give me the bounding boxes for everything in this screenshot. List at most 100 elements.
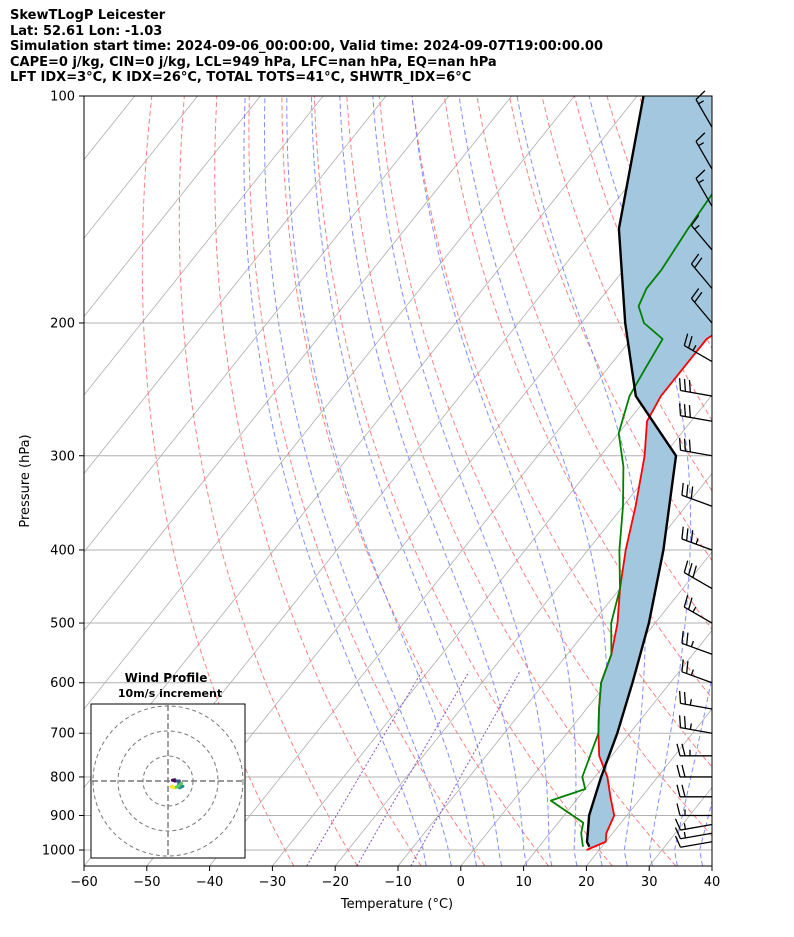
x-tick-label: −50 [133,875,160,890]
wind-barb [676,803,712,817]
wind-barb [678,403,713,422]
wind-barb-flag [690,215,700,226]
wind-barb-half-flag [692,345,697,351]
x-tick-label: −30 [259,875,286,890]
wind-barb-staff [690,263,713,289]
wind-barb-flag [695,169,706,179]
wind-barb-flag [683,594,689,608]
wind-barb-flag [683,560,689,573]
wind-barb-half-flag [689,723,693,730]
isotherm-line [0,96,72,866]
moist-adiabat-line [458,96,609,866]
moist-adiabat-line [286,96,477,866]
dry-adiabat-line [443,96,712,700]
inset-rings [92,705,244,857]
wind-barb [690,253,713,289]
wind-barb-flag [683,691,687,705]
moist-adiabat-line [311,96,503,866]
wind-barb-staff [680,449,713,457]
y-tick-label: 400 [50,543,75,558]
wind-barb-staff [681,538,713,551]
wind-barb-flag [681,764,686,778]
wind-barb-flag [683,404,687,417]
wind-barb [681,482,713,507]
y-tick-label: 600 [50,676,75,691]
moist-adiabat-line [699,799,712,866]
wind-barb-staff [681,494,713,507]
dry-adiabat-line [346,96,677,866]
wind-barb [678,691,713,710]
x-tick-label: −10 [384,875,411,890]
parcel-line [585,96,678,848]
wind-barb [674,818,713,831]
wind-barb-flag [687,335,693,349]
inset-title: Wind Profile [125,671,208,685]
y-axis-label: Pressure (hPa) [18,434,33,527]
wind-barb [683,333,713,363]
y-tick-label: 100 [50,90,75,105]
wind-barb-staff [683,344,713,363]
x-axis-label: Temperature (°C) [340,897,453,912]
x-tick-label: 40 [704,875,721,890]
dry-adiabat-line [214,96,422,866]
y-tick-label: 1000 [42,844,75,859]
wind-barb-flag [692,565,697,578]
isotherm-line [711,865,712,866]
x-tick-label: −20 [321,875,348,890]
wind-barb-flag [690,253,700,265]
wind-barb-flag [694,257,703,269]
dry-adiabat-line [573,96,712,422]
wind-barb [681,659,713,684]
wind-barb-staff [683,571,713,590]
wind-barb [690,288,713,324]
wind-barb [681,526,713,551]
cape-cin-shading [586,96,712,850]
moist-adiabat-line [339,96,528,866]
moist-adiabat-line [588,96,692,866]
moist-adiabat-line [516,96,646,866]
wind-barb [695,90,713,128]
wind-barb-staff [690,298,713,324]
wind-barb-flag [688,439,691,452]
x-tick-label: −40 [196,875,223,890]
wind-barb-staff [681,671,713,684]
isotherm-line [523,629,712,866]
isotherm-line [84,96,450,553]
moist-adiabat-line [264,96,452,866]
wind-barb-flag [681,526,684,540]
wind-barb-flag [678,437,682,451]
wind-barb-flag [687,562,693,576]
mixing-ratio-line [306,671,423,866]
wind-barb-flag [681,659,684,672]
isotherm-line [0,96,9,866]
wind-barb-half-flag [695,538,699,545]
dry-adiabat-line [141,96,295,866]
wind-barb-flag [678,691,682,704]
wind-barb-half-flag [698,179,705,184]
dry-adiabat-line [281,96,549,866]
wind-barb-flag [683,438,687,452]
x-tick-label: −60 [70,875,97,890]
y-tick-label: 700 [50,727,75,742]
x-axis-ticks: −60 −50 −40 −30 −20 −10 0 10 20 30 40 [70,866,720,890]
temperature-line [586,334,712,851]
profile-lines [549,96,712,851]
isotherm-line [209,237,712,866]
isotherm-line [334,394,712,866]
wind-barb [683,560,713,590]
wind-barb-flag [683,333,689,346]
wind-barb-flag [685,484,689,498]
wind-barb-flag [681,743,686,756]
wind-barb-half-flag [690,669,694,676]
y-tick-label: 300 [50,449,75,464]
wind-barb-flag [674,818,682,831]
shaded-area [586,96,712,850]
dry-adiabat-line [378,96,712,837]
inset-subtitle: 10m/s increment [118,687,222,700]
wind-barb [678,715,713,734]
wind-barb-flag [681,784,686,797]
wind-barb [676,764,712,778]
hodograph-trace [169,778,185,790]
y-tick-label: 500 [50,617,75,632]
